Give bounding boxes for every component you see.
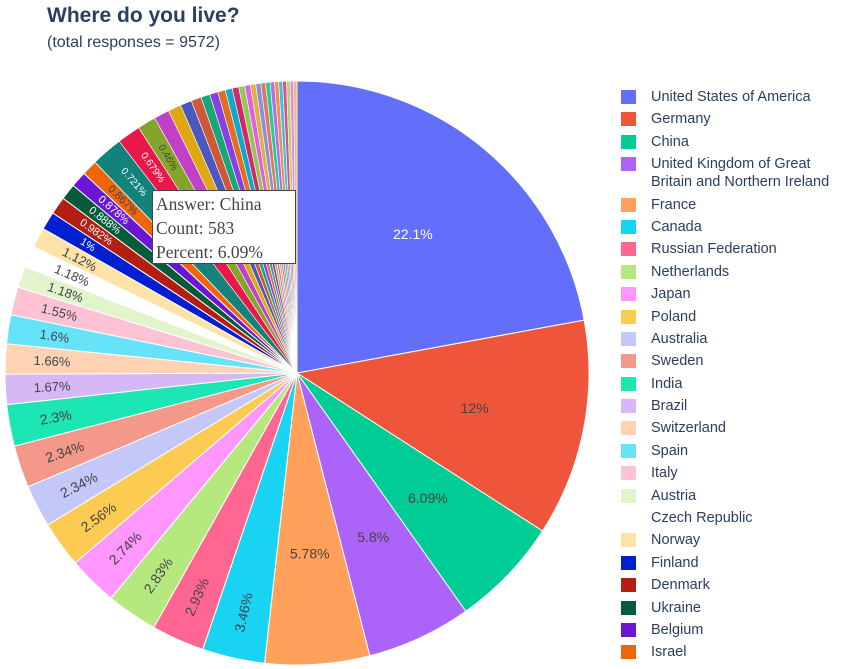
slice-percent-label: 6.09% xyxy=(408,490,448,506)
tooltip-percent: Percent: 6.09% xyxy=(156,242,263,262)
legend-item[interactable]: Switzerland xyxy=(619,419,854,437)
legend-swatch xyxy=(621,242,636,257)
legend-item[interactable]: India xyxy=(619,375,854,393)
legend-swatch xyxy=(621,645,636,660)
pie-slice[interactable] xyxy=(296,80,585,374)
chart-subtitle: (total responses = 9572) xyxy=(47,34,220,51)
legend-label: Ukraine xyxy=(651,599,701,616)
legend-label: Brazil xyxy=(651,398,688,415)
legend-item[interactable]: Denmark xyxy=(619,576,854,594)
legend-swatch xyxy=(621,331,636,346)
legend-item[interactable]: Japan xyxy=(619,285,854,303)
legend-swatch xyxy=(621,157,636,172)
legend-label: United Kingdom of Great Britain and Nort… xyxy=(651,156,830,191)
legend-item[interactable]: Russian Federation xyxy=(619,240,854,258)
legend-swatch xyxy=(621,90,636,104)
legend-label: Russian Federation xyxy=(651,241,777,258)
legend-item[interactable]: Austria xyxy=(619,487,854,505)
legend-item[interactable]: Brazil xyxy=(619,397,854,415)
legend-label: Czech Republic xyxy=(651,510,753,527)
legend-item[interactable]: Norway xyxy=(619,531,854,549)
legend-item[interactable]: Finland xyxy=(619,554,854,572)
slice-percent-label: 22.1% xyxy=(393,226,433,242)
slice-percent-label: 2.3% xyxy=(39,406,73,427)
legend-label: Germany xyxy=(651,111,711,128)
legend-item[interactable]: Canada xyxy=(619,218,854,236)
legend-swatch xyxy=(621,578,636,593)
legend-label: Israel xyxy=(651,644,687,661)
legend-item[interactable]: France xyxy=(619,196,854,214)
legend-swatch xyxy=(621,219,636,234)
pie-chart: 22.1%12%6.09%5.8%5.78%3.46%2.93%2.83%2.7… xyxy=(4,80,590,666)
slice-percent-label: 5.8% xyxy=(357,529,389,545)
legend-item[interactable]: China xyxy=(619,133,854,151)
legend-label: Netherlands xyxy=(651,263,730,280)
legend-label: Italy xyxy=(651,465,678,482)
legend-item[interactable]: Spain xyxy=(619,442,854,460)
legend-item[interactable]: Belgium xyxy=(619,621,854,639)
legend-item[interactable]: Italy xyxy=(619,464,854,482)
legend-label: Australia xyxy=(651,330,708,347)
legend-label: Sweden xyxy=(651,353,704,370)
slice-percent-label: 5.78% xyxy=(290,546,330,562)
legend-item[interactable]: Czech Republic xyxy=(619,509,854,527)
legend-swatch xyxy=(621,555,636,570)
legend-swatch xyxy=(621,511,636,526)
legend-swatch xyxy=(621,376,636,391)
legend-label: Belgium xyxy=(651,621,704,638)
legend-label: Finland xyxy=(651,554,699,571)
legend-label: France xyxy=(651,196,697,213)
slice-percent-label: 1.67% xyxy=(33,378,71,395)
tooltip-answer: Answer: China xyxy=(156,194,262,214)
legend-swatch xyxy=(621,197,636,212)
legend-swatch xyxy=(621,112,636,127)
legend-label: Denmark xyxy=(651,577,710,594)
legend-swatch xyxy=(621,134,636,149)
legend-item[interactable]: United States of America xyxy=(619,88,854,106)
legend: United States of America Germany China Unit… xyxy=(619,88,854,669)
legend-swatch xyxy=(621,600,636,615)
slice-percent-label: 12% xyxy=(461,400,489,416)
legend-label: Spain xyxy=(651,442,689,459)
legend-item[interactable]: Israel xyxy=(619,643,854,661)
legend-swatch xyxy=(621,443,636,458)
legend-label: Canada xyxy=(651,218,702,235)
slice-percent-label: 1.6% xyxy=(39,327,71,346)
legend-swatch xyxy=(621,309,636,324)
legend-label: India xyxy=(651,375,683,392)
legend-item[interactable]: United Kingdom of Great Britain and Nort… xyxy=(619,155,854,191)
chart-title: Where do you live? xyxy=(47,4,240,27)
legend-swatch xyxy=(621,264,636,279)
legend-label: China xyxy=(651,133,689,150)
legend-label: Switzerland xyxy=(651,420,726,437)
legend-swatch xyxy=(621,622,636,637)
legend-item[interactable]: Australia xyxy=(619,330,854,348)
legend-item[interactable]: Netherlands xyxy=(619,263,854,281)
legend-item[interactable]: Sweden xyxy=(619,352,854,370)
pie-slices xyxy=(4,80,590,666)
pie-slice[interactable] xyxy=(295,319,590,532)
tooltip-count: Count: 583 xyxy=(156,218,235,238)
legend-swatch xyxy=(621,287,636,302)
legend-label: United States of America xyxy=(651,89,811,105)
legend-swatch xyxy=(621,354,636,369)
legend-swatch xyxy=(621,533,636,548)
legend-label: Austria xyxy=(651,487,697,504)
legend-label: Japan xyxy=(651,286,691,303)
slice-percent-label: 1.66% xyxy=(33,353,71,370)
legend-swatch xyxy=(621,421,636,436)
legend-item[interactable]: Ukraine xyxy=(619,599,854,617)
legend-label: Poland xyxy=(651,308,697,325)
hover-tooltip: Answer: China Count: 583 Percent: 6.09% xyxy=(152,190,296,264)
legend-swatch xyxy=(621,488,636,503)
legend-swatch xyxy=(621,399,636,414)
legend-item[interactable]: Poland xyxy=(619,308,854,326)
legend-item[interactable]: Germany xyxy=(619,110,854,128)
legend-swatch xyxy=(621,466,636,481)
legend-label: Norway xyxy=(651,532,701,549)
